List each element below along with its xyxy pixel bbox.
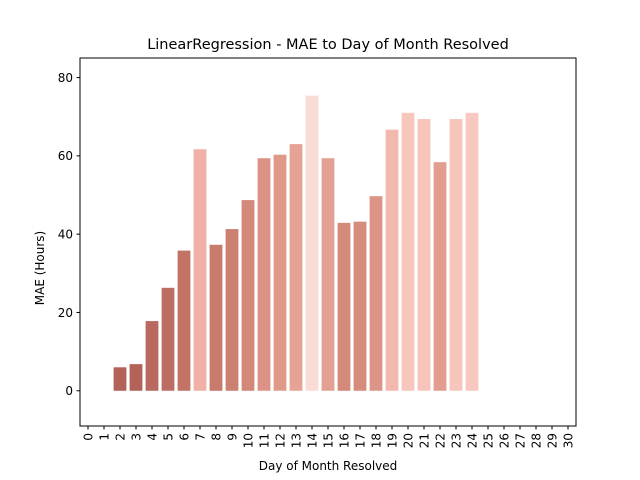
x-tick-label-8: 8 (209, 433, 223, 441)
bar-day-18 (369, 196, 383, 391)
bar-day-8 (209, 244, 223, 391)
x-tick-label-4: 4 (145, 433, 159, 441)
x-tick-label-10: 10 (241, 433, 255, 448)
bar-day-9 (225, 229, 239, 391)
x-tick-label-7: 7 (193, 433, 207, 441)
bar-day-22 (433, 162, 447, 391)
y-tick-label-60: 60 (58, 149, 73, 163)
bar-day-19 (385, 129, 399, 391)
bar-day-7 (193, 149, 207, 391)
y-axis-label: MAE (Hours) (33, 231, 47, 305)
x-tick-label-29: 29 (545, 433, 559, 448)
x-tick-label-17: 17 (353, 433, 367, 448)
x-tick-label-22: 22 (433, 433, 447, 448)
x-tick-label-3: 3 (129, 433, 143, 441)
x-tick-label-27: 27 (513, 433, 527, 448)
bar-day-12 (273, 154, 287, 391)
x-tick-label-0: 0 (81, 433, 95, 441)
x-tick-label-5: 5 (161, 433, 175, 441)
bar-day-24 (465, 112, 479, 391)
x-tick-label-24: 24 (465, 433, 479, 448)
x-tick-label-18: 18 (369, 433, 383, 448)
bar-day-11 (257, 158, 271, 391)
bar-day-16 (337, 222, 351, 391)
x-tick-label-2: 2 (113, 433, 127, 441)
x-tick-label-28: 28 (529, 433, 543, 448)
bar-day-14 (305, 95, 319, 391)
bar-day-15 (321, 158, 335, 391)
bars-group (113, 95, 479, 391)
bar-day-3 (129, 364, 143, 391)
chart-title: LinearRegression - MAE to Day of Month R… (147, 37, 509, 53)
x-axis-label: Day of Month Resolved (259, 459, 398, 473)
x-tick-label-1: 1 (97, 433, 111, 441)
bar-day-13 (289, 144, 303, 391)
y-tick-label-40: 40 (58, 227, 73, 241)
x-tick-label-26: 26 (497, 433, 511, 448)
x-tick-label-16: 16 (337, 433, 351, 448)
x-tick-label-11: 11 (257, 433, 271, 448)
bar-day-23 (449, 119, 463, 391)
x-tick-label-9: 9 (225, 433, 239, 441)
x-tick-label-12: 12 (273, 433, 287, 448)
bar-day-21 (417, 119, 431, 391)
x-tick-label-30: 30 (561, 433, 575, 448)
bar-day-10 (241, 200, 255, 391)
x-tick-label-6: 6 (177, 433, 191, 441)
x-tick-label-23: 23 (449, 433, 463, 448)
x-tick-label-25: 25 (481, 433, 495, 448)
x-tick-label-21: 21 (417, 433, 431, 448)
x-tick-label-13: 13 (289, 433, 303, 448)
bar-day-2 (113, 367, 127, 391)
y-tick-label-80: 80 (58, 71, 73, 85)
bar-day-6 (177, 250, 191, 391)
y-tick-label-20: 20 (58, 306, 73, 320)
bar-day-4 (145, 321, 159, 391)
bar-day-20 (401, 112, 415, 391)
bar-day-5 (161, 287, 175, 391)
x-tick-label-15: 15 (321, 433, 335, 448)
x-tick-label-14: 14 (305, 433, 319, 448)
bar-day-17 (353, 221, 367, 391)
y-tick-label-0: 0 (65, 384, 73, 398)
x-tick-label-19: 19 (385, 433, 399, 448)
x-tick-label-20: 20 (401, 433, 415, 448)
